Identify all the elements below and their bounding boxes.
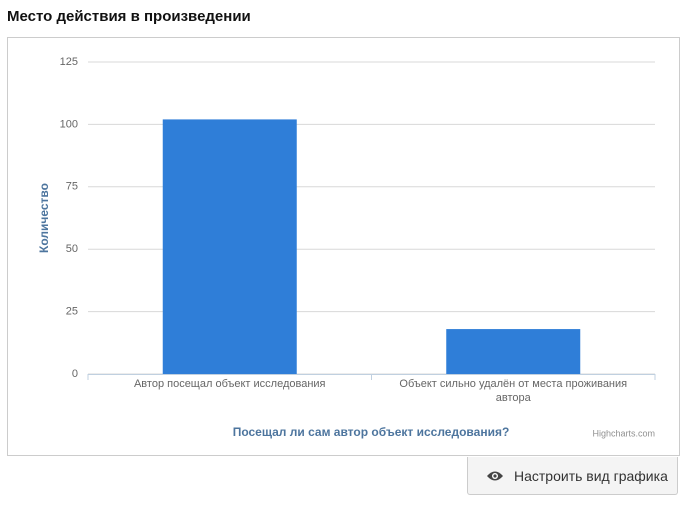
chart: Место действия в произведении Количество… — [7, 8, 680, 456]
eye-icon — [487, 471, 503, 480]
chart-frame — [7, 37, 680, 456]
y-axis-title: Количество — [37, 183, 51, 253]
y-tick-label: 50 — [66, 243, 78, 255]
page-title: Место действия в произведении — [7, 8, 251, 25]
y-tick-label: 100 — [60, 118, 78, 130]
customize-button[interactable]: Настроить вид графика — [467, 457, 678, 495]
bar — [446, 329, 581, 374]
y-tick-label: 75 — [66, 181, 78, 193]
x-axis-title: Посещал ли сам автор объект исследования… — [233, 425, 510, 439]
button-label: Настроить вид графика — [514, 467, 668, 484]
y-tick-label: 125 — [60, 56, 78, 68]
x-tick-label: Автор посещал объект исследования — [134, 378, 326, 390]
x-tick-label: Объект сильно удалён от места проживания… — [399, 378, 627, 404]
bar — [162, 119, 297, 375]
y-tick-label: 0 — [72, 368, 78, 380]
y-tick-label: 25 — [66, 306, 78, 318]
credits: Highcharts.com — [592, 428, 655, 438]
